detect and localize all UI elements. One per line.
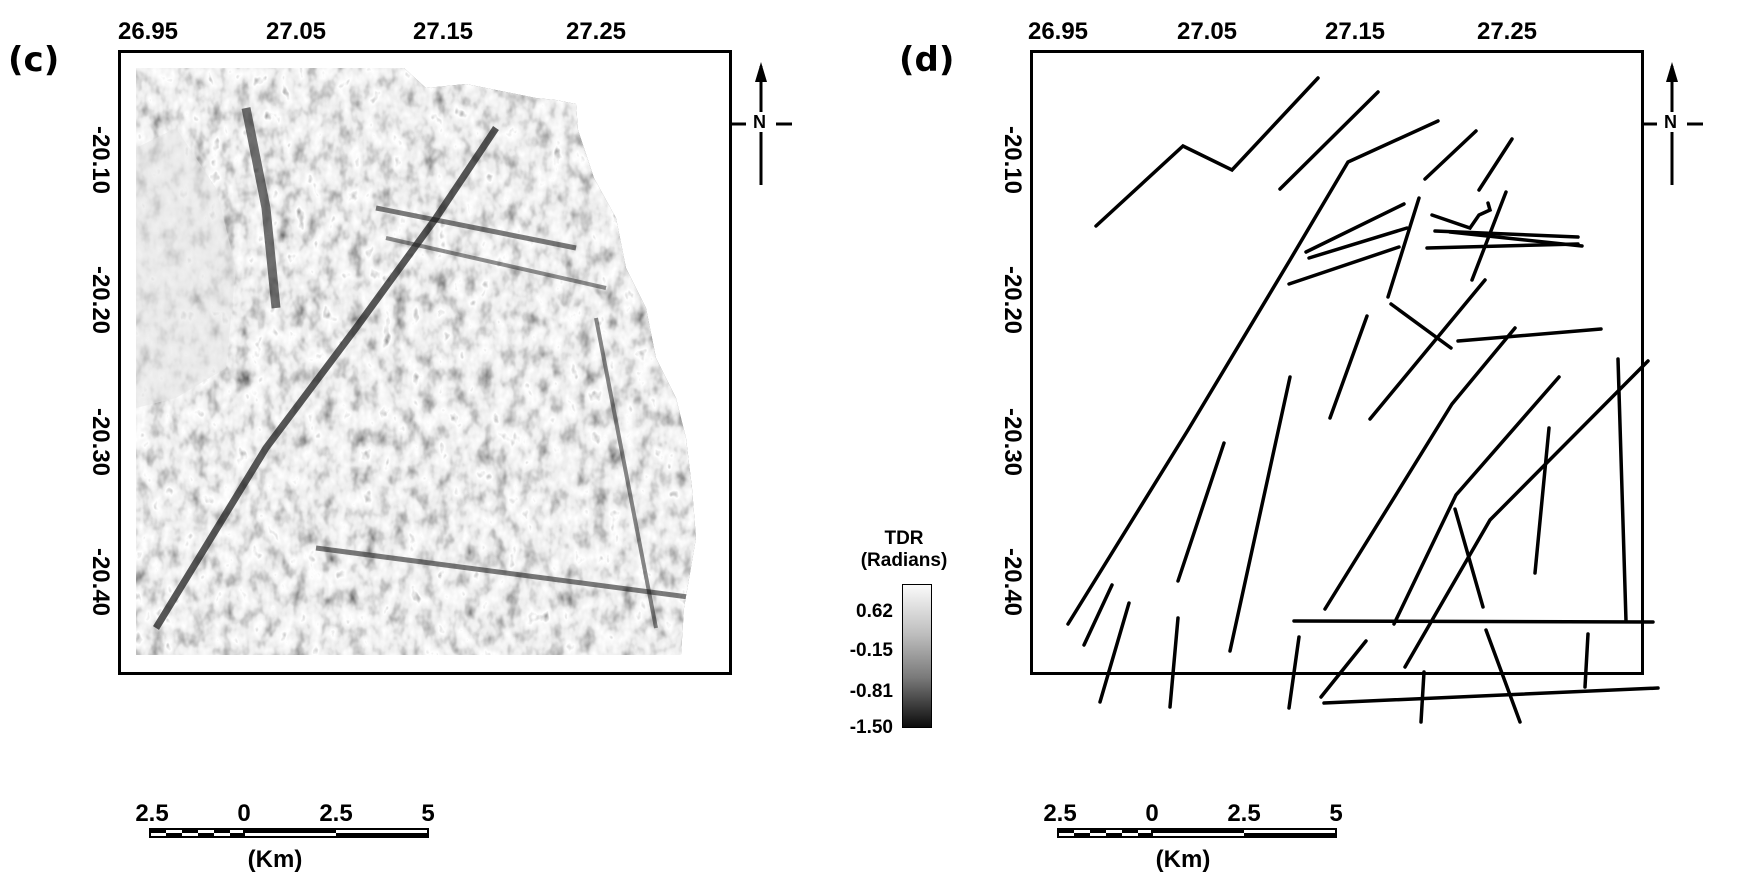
panel-d-label: (d) bbox=[899, 40, 955, 80]
panel-c-map-frame bbox=[118, 50, 732, 675]
panel-d-lat-tick: -20.20 bbox=[999, 265, 1026, 335]
scale-unit: (Km) bbox=[247, 846, 303, 873]
panel-c-north-label: N bbox=[753, 112, 766, 132]
panel-d-scale-bar bbox=[1057, 828, 1337, 838]
panel-d-lon-tick: 26.95 bbox=[1027, 18, 1089, 45]
panel-c-lon-tick: 27.15 bbox=[412, 18, 474, 45]
legend-title-line1: TDR bbox=[884, 528, 924, 549]
scale-unit: (Km) bbox=[1155, 846, 1211, 873]
panel-d-lat-tick: -20.40 bbox=[999, 547, 1026, 617]
panel-d-lon-tick: 27.15 bbox=[1324, 18, 1386, 45]
tdr-map-image bbox=[136, 68, 706, 655]
legend-title: TDR (Radians) bbox=[844, 528, 964, 572]
lineament bbox=[1322, 686, 1660, 705]
panel-d-north-label: N bbox=[1664, 112, 1677, 132]
lineament bbox=[1419, 670, 1426, 724]
scale-label: 2.5 bbox=[1043, 800, 1077, 827]
scale-label: 2.5 bbox=[1227, 800, 1261, 827]
scale-label: 2.5 bbox=[135, 800, 169, 827]
panel-d-lon-tick: 27.05 bbox=[1176, 18, 1238, 45]
panel-d-map-frame bbox=[1030, 50, 1644, 675]
panel-c-label: (c) bbox=[8, 40, 60, 80]
panel-c-lat-tick: -20.30 bbox=[87, 407, 114, 477]
panel-c-lat-tick: -20.40 bbox=[87, 547, 114, 617]
panel-c-lat-tick: -20.10 bbox=[87, 125, 114, 195]
legend-value: -1.50 bbox=[849, 717, 893, 738]
panel-d-lat-tick: -20.30 bbox=[999, 407, 1026, 477]
scale-label: 5 bbox=[421, 800, 435, 827]
legend-title-line2: (Radians) bbox=[860, 550, 948, 571]
scale-label: 0 bbox=[1145, 800, 1159, 827]
legend-value: -0.15 bbox=[849, 640, 893, 661]
scale-label: 2.5 bbox=[319, 800, 353, 827]
tdr-texture bbox=[136, 68, 696, 655]
scale-label: 5 bbox=[1329, 800, 1343, 827]
panel-d-lon-tick: 27.25 bbox=[1476, 18, 1538, 45]
panel-c-lon-tick: 26.95 bbox=[117, 18, 179, 45]
panel-c-lon-tick: 27.05 bbox=[265, 18, 327, 45]
panel-d-lat-tick: -20.10 bbox=[999, 125, 1026, 195]
legend-colorbar bbox=[902, 584, 932, 728]
panel-c-lat-tick: -20.20 bbox=[87, 265, 114, 335]
legend-value: 0.62 bbox=[856, 601, 893, 622]
panel-c-lon-tick: 27.25 bbox=[565, 18, 627, 45]
scale-label: 0 bbox=[237, 800, 251, 827]
legend-value: -0.81 bbox=[849, 681, 893, 702]
